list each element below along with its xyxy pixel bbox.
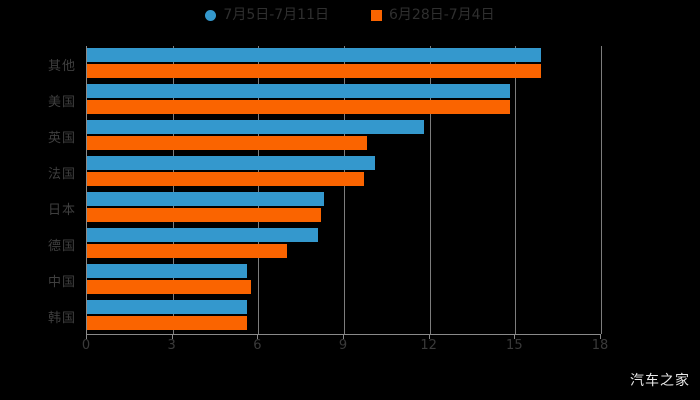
gridline xyxy=(258,46,260,334)
bar-series-2[interactable] xyxy=(87,280,252,294)
bar-series-2[interactable] xyxy=(87,64,542,78)
bar-row xyxy=(87,154,600,190)
bar-series-1[interactable] xyxy=(87,84,510,98)
x-axis-tick-label: 9 xyxy=(338,338,348,353)
bar-series-2[interactable] xyxy=(87,316,247,330)
bar-series-2[interactable] xyxy=(87,172,364,186)
legend-item-series-1[interactable]: 7月5日-7月11日 xyxy=(205,8,329,22)
gridline xyxy=(429,46,431,334)
x-axis-tick-mark xyxy=(257,334,259,339)
bar-row xyxy=(87,190,600,226)
legend-item-label: 7月5日-7月11日 xyxy=(223,7,329,23)
y-axis-tick-label: 法国 xyxy=(47,166,76,182)
x-axis-tick-mark xyxy=(600,334,601,339)
chart-legend: 7月5日-7月11日 6月28日-7月4日 xyxy=(0,8,700,22)
bar-series-1[interactable] xyxy=(87,120,424,134)
square-marker-icon xyxy=(371,9,382,21)
x-axis-tick-label: 0 xyxy=(81,338,91,353)
plot-area xyxy=(86,46,602,334)
y-axis-labels: 其他美国英国法国日本德国中国韩国 xyxy=(0,46,76,334)
bar-series-2[interactable] xyxy=(87,100,510,114)
x-axis-tick-mark xyxy=(514,334,516,339)
bar-series-1[interactable] xyxy=(87,48,542,62)
legend-item-series-2[interactable]: 6月28日-7月4日 xyxy=(371,8,495,22)
y-axis-tick-label: 德国 xyxy=(47,238,76,254)
x-axis-tick-label: 3 xyxy=(167,338,176,353)
y-axis-tick-label: 英国 xyxy=(47,130,76,146)
bar-row xyxy=(87,46,600,82)
bar-row xyxy=(87,298,600,334)
bar-row xyxy=(87,82,600,118)
bar-series-1[interactable] xyxy=(87,264,247,278)
gridline xyxy=(344,46,345,334)
bar-row xyxy=(87,118,600,154)
x-axis-tick-label: 18 xyxy=(591,338,609,353)
y-axis-tick-label: 韩国 xyxy=(47,310,76,326)
gridline xyxy=(515,46,517,334)
x-axis-tick-label: 15 xyxy=(506,338,523,353)
bar-series-1[interactable] xyxy=(87,192,324,206)
y-axis-tick-label: 其他 xyxy=(47,58,76,74)
y-axis-tick-label: 美国 xyxy=(47,94,76,110)
bar-series-2[interactable] xyxy=(87,208,322,222)
bar-row xyxy=(87,226,600,262)
x-axis-tick-label: 6 xyxy=(253,338,262,353)
bar-series-1[interactable] xyxy=(87,300,247,314)
bar-row xyxy=(87,262,600,298)
watermark: 汽车之家 xyxy=(630,373,690,389)
bar-rows xyxy=(87,46,600,334)
x-axis-tick-mark xyxy=(171,334,173,339)
gridline xyxy=(172,46,174,334)
legend-item-label: 6月28日-7月4日 xyxy=(389,7,495,23)
x-axis-tick-mark xyxy=(86,334,87,339)
x-axis-labels: 0 3 6 9 12 15 18 xyxy=(0,338,700,358)
y-axis-tick-label: 中国 xyxy=(47,274,76,290)
gridline xyxy=(601,46,602,334)
bar-series-1[interactable] xyxy=(87,156,376,170)
circle-marker-icon xyxy=(205,9,217,21)
bar-series-2[interactable] xyxy=(87,136,367,150)
x-axis-tick-mark xyxy=(428,334,430,339)
bar-series-1[interactable] xyxy=(87,228,319,242)
y-axis-tick-label: 日本 xyxy=(47,202,76,218)
x-axis-tick-label: 12 xyxy=(420,338,437,353)
x-axis-tick-mark xyxy=(343,334,344,339)
bar-series-2[interactable] xyxy=(87,244,287,258)
